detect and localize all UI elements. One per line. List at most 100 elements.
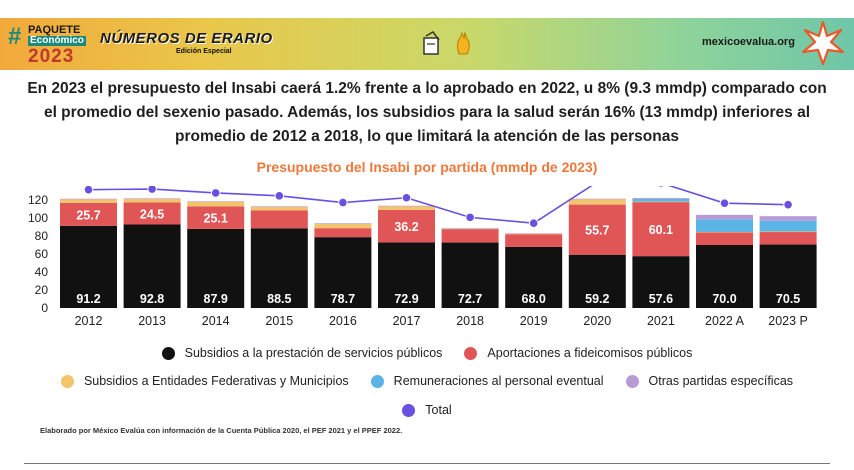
website-label: mexicoevalua.org — [702, 36, 795, 48]
bar-segment — [187, 201, 245, 207]
bar-segment — [696, 214, 753, 220]
bar-segment — [441, 228, 499, 230]
data-label: 92.8 — [140, 292, 164, 306]
bar-segment — [759, 231, 817, 233]
bar-segment — [123, 202, 181, 225]
bar-segment — [505, 234, 563, 247]
data-label: 25.1 — [204, 212, 228, 226]
x-tick-label: 2016 — [329, 314, 357, 328]
bar-segment — [187, 228, 245, 308]
data-label: 57.6 — [649, 292, 673, 306]
series-title: NÚMEROS DE ERARIO — [100, 30, 273, 47]
legend-item-total: Total — [402, 403, 452, 417]
legend-swatch — [370, 374, 384, 388]
bar-segment — [314, 228, 372, 238]
bar-segment — [60, 199, 117, 203]
bar-segment — [632, 198, 690, 202]
legend-label: Aportaciones a fideicomisos públicos — [487, 346, 693, 360]
data-label: 24.5 — [140, 207, 164, 221]
bar-segment — [314, 237, 372, 308]
x-tick-label: 2021 — [647, 314, 675, 328]
data-label: 72.7 — [458, 292, 482, 306]
bar-segment — [759, 220, 817, 232]
bar-segment — [568, 254, 626, 308]
bar-segment — [759, 244, 817, 308]
legend-label: Total — [425, 403, 452, 417]
bar-segment — [632, 201, 690, 203]
bar-segment — [632, 202, 690, 257]
legend-swatch — [625, 374, 639, 388]
bar-segment — [632, 198, 690, 199]
legend-label: Subsidios a la prestación de servicios p… — [184, 346, 443, 360]
hand-icon — [457, 31, 470, 55]
bar-segment — [441, 229, 499, 243]
legend-row-1: Subsidios a la prestación de servicios p… — [0, 346, 854, 360]
total-point — [338, 197, 348, 208]
bar-segment — [568, 199, 626, 205]
bar-segment — [696, 219, 753, 232]
brand-line1: PAQUETE — [28, 24, 81, 36]
data-label: 78.7 — [331, 292, 355, 306]
bar-segment — [441, 242, 499, 308]
bar-segment — [378, 205, 435, 207]
x-tick-label: 2023 P — [768, 314, 808, 328]
bar-segment — [250, 210, 308, 229]
bar-segment — [759, 231, 817, 245]
total-point — [783, 199, 793, 210]
y-tick-label: 0 — [41, 301, 48, 315]
chart-title: Presupuesto del Insabi por partida (mmdp… — [256, 159, 598, 175]
bar-segment — [60, 225, 117, 308]
bar-segment — [314, 223, 372, 229]
bar-segment — [568, 204, 626, 255]
series-subtitle: Edición Especial — [176, 48, 232, 55]
bar-segment — [60, 198, 117, 200]
header-icons — [423, 31, 470, 55]
stacked-bar-chart: 0 20 40 60 80 100 120 91.2 25.7 92.8 24.5 87.9 25.1… — [28, 186, 817, 328]
headline: En 2023 el presupuesto del Insabi caerá … — [27, 80, 827, 145]
bar-segment — [123, 198, 181, 199]
bar-segment — [505, 246, 563, 308]
total-point — [83, 186, 94, 195]
bar-segment — [632, 256, 690, 308]
bar-segment — [759, 216, 817, 221]
data-label: 25.7 — [76, 208, 100, 222]
legend-item-fideicomisos: Aportaciones a fideicomisos públicos — [464, 346, 692, 360]
legend-row-2: Subsidios a Entidades Federativas y Muni… — [0, 374, 854, 388]
legend-label: Subsidios a Entidades Federativas y Muni… — [83, 374, 349, 388]
legend-label: Otras partidas específicas — [648, 374, 794, 388]
mexico-evalua-star-icon — [801, 20, 845, 66]
legend-swatch — [161, 346, 175, 360]
bar-segment — [696, 232, 753, 245]
y-tick-label: 40 — [35, 265, 49, 279]
x-tick-label: 2015 — [265, 314, 293, 328]
data-label: 72.9 — [394, 292, 418, 306]
data-label: 70.5 — [776, 292, 800, 306]
data-label: 68.0 — [522, 292, 546, 306]
divider — [24, 463, 830, 464]
data-label: 55.7 — [585, 224, 609, 238]
total-point — [719, 198, 730, 208]
bar-segment — [60, 202, 117, 226]
x-tick-label: 2014 — [202, 314, 230, 328]
data-label: 88.5 — [267, 292, 291, 306]
total-point — [657, 186, 665, 188]
x-tick-label: 2018 — [456, 314, 484, 328]
numeros-de-erario-logo: NÚMEROS DE ERARIO Edición Especial — [100, 30, 273, 56]
brand-line2: Económico — [28, 35, 86, 46]
bar-segment — [123, 198, 181, 203]
brand-year: 2023 — [28, 46, 75, 67]
legend-item-remuneraciones: Remuneraciones al personal eventual — [370, 374, 604, 388]
data-label: 60.1 — [649, 223, 673, 237]
data-label: 87.9 — [204, 292, 228, 306]
data-label: 70.0 — [712, 292, 736, 306]
bar-segment — [505, 233, 563, 234]
bar-segment — [441, 228, 499, 229]
paquete-economico-logo: # PAQUETE Económico 2023 — [8, 22, 88, 68]
bar-segment — [123, 224, 181, 308]
bar-segment — [696, 231, 753, 233]
bar-segment — [250, 228, 308, 308]
legend-item-entidades: Subsidios a Entidades Federativas y Muni… — [60, 374, 349, 388]
x-tick-label: 2019 — [520, 314, 548, 328]
y-tick-label: 60 — [35, 247, 49, 261]
notebook-icon — [423, 31, 440, 55]
